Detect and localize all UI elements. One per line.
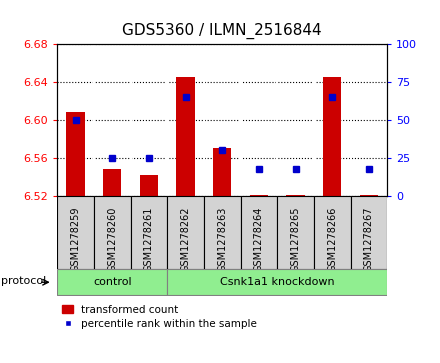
Bar — [167, 44, 204, 196]
Bar — [57, 44, 94, 196]
Text: protocol: protocol — [1, 276, 46, 286]
Bar — [131, 44, 167, 196]
Text: Csnk1a1 knockdown: Csnk1a1 knockdown — [220, 277, 334, 287]
Bar — [277, 44, 314, 196]
Bar — [351, 196, 387, 269]
Title: GDS5360 / ILMN_2516844: GDS5360 / ILMN_2516844 — [122, 23, 322, 40]
Text: control: control — [93, 277, 132, 287]
Text: GSM1278266: GSM1278266 — [327, 207, 337, 272]
Text: GSM1278260: GSM1278260 — [107, 207, 117, 272]
Text: GSM1278263: GSM1278263 — [217, 207, 227, 272]
Bar — [57, 196, 94, 269]
Bar — [351, 44, 387, 196]
Bar — [66, 112, 85, 196]
Bar — [94, 44, 131, 196]
Text: GSM1278262: GSM1278262 — [180, 207, 191, 272]
Bar — [140, 175, 158, 196]
Bar — [241, 44, 277, 196]
Bar — [57, 269, 167, 295]
Bar — [204, 44, 241, 196]
Legend: transformed count, percentile rank within the sample: transformed count, percentile rank withi… — [62, 305, 257, 329]
Text: GSM1278259: GSM1278259 — [70, 207, 81, 272]
Bar — [204, 196, 241, 269]
Bar — [286, 195, 305, 196]
Bar — [277, 196, 314, 269]
Bar — [360, 195, 378, 196]
Bar — [176, 77, 195, 196]
Text: GSM1278261: GSM1278261 — [144, 207, 154, 272]
Bar — [131, 196, 167, 269]
Bar — [94, 196, 131, 269]
Text: GSM1278267: GSM1278267 — [364, 207, 374, 272]
Bar — [250, 195, 268, 196]
Bar — [167, 196, 204, 269]
Bar — [241, 196, 277, 269]
Bar — [314, 44, 351, 196]
Bar — [167, 269, 387, 295]
Bar — [103, 169, 121, 196]
Bar — [314, 196, 351, 269]
Text: GSM1278265: GSM1278265 — [290, 207, 301, 272]
Bar — [213, 148, 231, 196]
Text: GSM1278264: GSM1278264 — [254, 207, 264, 272]
Bar — [323, 77, 341, 196]
